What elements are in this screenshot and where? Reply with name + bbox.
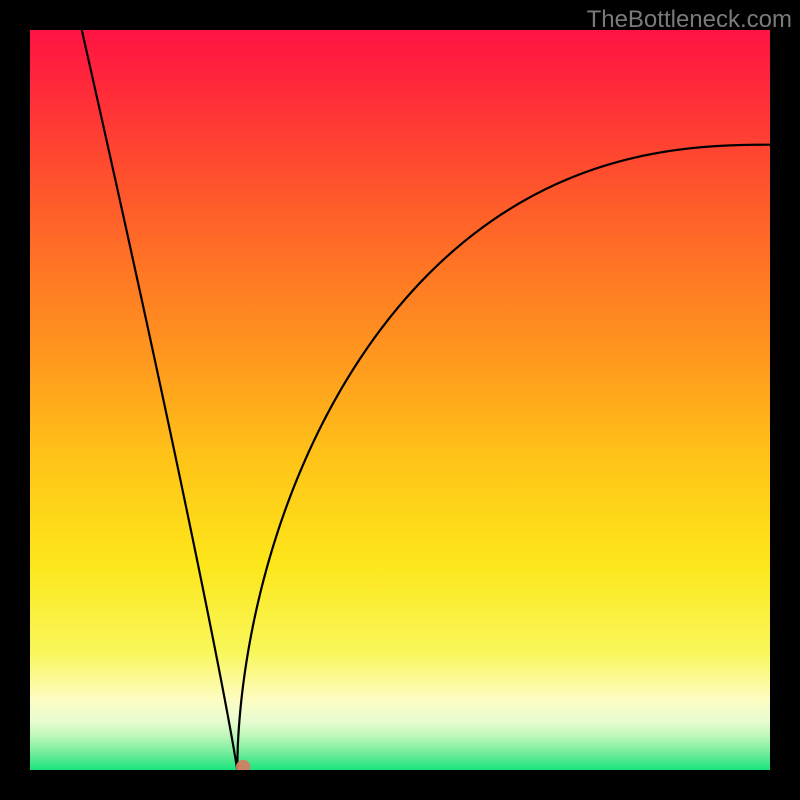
- plot-area: [30, 30, 770, 770]
- chart-svg: [30, 30, 770, 770]
- gradient-background: [30, 30, 770, 770]
- chart-frame: TheBottleneck.com: [0, 0, 800, 800]
- watermark-text: TheBottleneck.com: [587, 6, 792, 34]
